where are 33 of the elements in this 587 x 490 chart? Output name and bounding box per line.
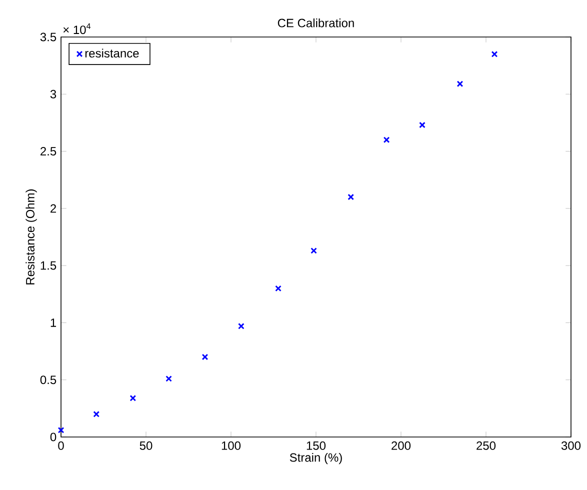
x-tick-label: 200 — [392, 441, 411, 450]
x-tick-label: 250 — [476, 441, 496, 450]
y-tick-label: 2 — [50, 204, 56, 213]
point — [456, 80, 464, 88]
y-axis-title: Resistance (Ohm) — [26, 189, 37, 284]
point — [130, 394, 136, 402]
legend-label: resistance — [85, 48, 139, 58]
y-tick-label: 0.5 — [40, 376, 56, 384]
y-tick-label: 2.5 — [40, 147, 56, 156]
x-axis-title: Strain (%) — [290, 452, 342, 464]
point — [419, 122, 426, 128]
point — [58, 426, 64, 434]
x-tick-label: 50 — [140, 441, 152, 450]
x-tick-label: 0 — [58, 441, 64, 450]
y-tick-label: 3.5 — [40, 32, 56, 42]
y-tick-label: 3 — [50, 90, 56, 98]
x-tick-label: 150 — [306, 441, 326, 450]
point — [202, 354, 208, 360]
point — [93, 410, 100, 418]
point — [491, 50, 498, 58]
x-tick-label: 300 — [561, 441, 581, 450]
text: × 10$^{4}$ — [63, 23, 91, 34]
point — [166, 376, 172, 382]
point — [238, 322, 244, 330]
x-tick-label: 100 — [222, 441, 241, 450]
point — [310, 248, 317, 254]
y-tick-label: 1 — [50, 318, 56, 327]
y-tick-label: 0 — [50, 432, 56, 442]
point — [275, 285, 282, 292]
point — [383, 136, 390, 144]
chart-title: CE Calibration — [278, 18, 354, 28]
y-tick-label: 1.5 — [40, 261, 56, 270]
point — [348, 194, 354, 200]
